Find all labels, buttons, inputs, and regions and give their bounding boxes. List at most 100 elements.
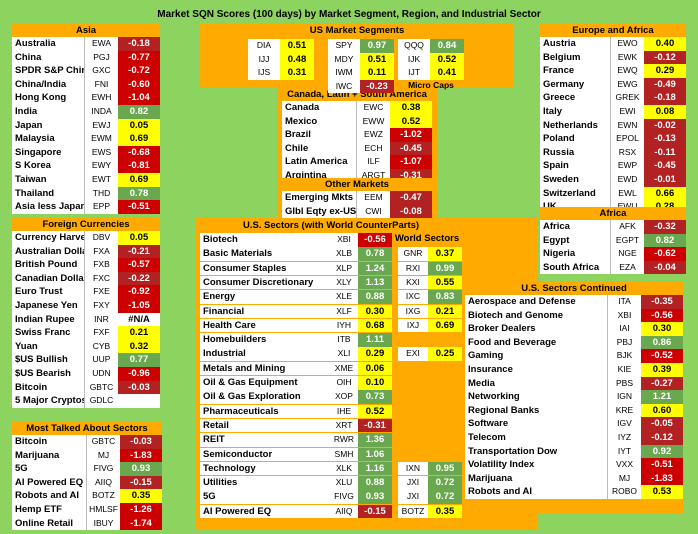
row-ticker: NGE <box>610 247 644 261</box>
row-name: Marijuana <box>15 449 60 461</box>
table-row: Hong Kong EWH -1.04 <box>12 91 160 105</box>
table-row: Japanese Yen FXY -1.05 <box>12 298 160 313</box>
page-title: Market SQN Scores (100 days) by Market S… <box>157 9 541 20</box>
row-name: Taiwan <box>15 173 47 185</box>
row-name: Marijuana <box>468 472 513 484</box>
row-value: -0.05 <box>641 417 683 431</box>
row-value: -0.62 <box>644 247 686 261</box>
row-value: -0.51 <box>641 458 683 472</box>
value-cell: 0.93 <box>358 490 392 504</box>
ticker-cell: IXN <box>398 461 428 476</box>
row-value: -1.83 <box>120 448 162 463</box>
row-ticker: ROBO <box>607 485 641 499</box>
ticker-cell: IXC <box>398 290 428 304</box>
section-header: Canada, Latin + South America <box>282 88 432 101</box>
ticker-cell: EXI <box>398 347 428 361</box>
row-name: Brazil <box>285 129 311 141</box>
row-value: -0.60 <box>118 77 160 92</box>
ticker-cell: GNR <box>398 247 428 261</box>
ticker-cell: XOP <box>330 390 358 404</box>
table-row: Africa AFK -0.32 <box>540 220 686 234</box>
value-cell: 0.78 <box>358 247 392 261</box>
ticker-cell: IWC <box>328 79 360 94</box>
ticker-cell: IJT <box>398 66 430 80</box>
row-ticker: IAI <box>607 322 641 336</box>
table-row: S Korea EWY -0.81 <box>12 159 160 173</box>
value-cell: 0.48 <box>280 52 314 67</box>
row-ticker: EPP <box>84 200 118 214</box>
table-row: Singapore EWS -0.68 <box>12 145 160 160</box>
row-ticker: EWQ <box>610 64 644 78</box>
row-value: 0.38 <box>390 101 432 115</box>
row-ticker: EWY <box>84 159 118 173</box>
row-value: -0.22 <box>118 271 160 286</box>
row-name: Glbl Eqty ex-US <box>285 205 356 217</box>
row-value: -1.05 <box>118 298 160 313</box>
section-u-s-sectors-continued: U.S. Sectors Continued Aerospace and Defe… <box>465 282 683 499</box>
row-value: -0.12 <box>641 430 683 445</box>
ticker-cell: IHE <box>330 404 358 419</box>
row-value: 0.69 <box>118 132 160 146</box>
row-ticker: EWL <box>610 186 644 201</box>
ticker-cell: XBI <box>330 233 358 247</box>
row-ticker: GBTC <box>84 380 118 395</box>
row-value: -0.56 <box>641 308 683 323</box>
row-ticker: IGN <box>607 390 641 404</box>
ticker-cell: MDY <box>328 52 360 67</box>
row-name: China <box>15 51 42 63</box>
ticker-cell: IXG <box>398 304 428 319</box>
row-name: Broker Dealers <box>468 323 536 335</box>
row-name: Consumer Staples <box>200 261 330 276</box>
value-cell: 1.13 <box>358 275 392 290</box>
value-cell: 0.37 <box>428 247 462 261</box>
table-row: France EWQ 0.29 <box>540 64 686 78</box>
row-name: Networking <box>468 391 520 403</box>
ticker-cell: XLY <box>330 275 358 290</box>
row-name: SPDR S&P China <box>15 65 84 77</box>
section-other-markets: Other Markets Emerging Mkts EEM -0.47 Glbl E… <box>282 178 432 219</box>
table-row: Glbl Eqty ex-US CWI -0.08 <box>282 204 432 219</box>
row-name: 5 Major Cryptos <box>15 395 84 407</box>
section-header: Foreign Currencies <box>12 218 160 231</box>
row-name: Swiss Franc <box>15 327 71 339</box>
section-europe-and-africa: Europe and Africa Austria EWO 0.40 Belgium EW… <box>540 24 686 214</box>
row-name: Argintina <box>285 169 327 181</box>
section-asia: Asia Australia EWA -0.18 China PGJ -0.77 SPDR S… <box>12 24 160 214</box>
row-ticker: FXF <box>84 326 118 340</box>
ticker-cell: KXI <box>398 275 428 290</box>
ticker-cell: FIVG <box>330 490 358 504</box>
row-name: India <box>15 105 38 117</box>
row-value: 0.60 <box>641 403 683 418</box>
row-ticker: IYT <box>607 444 641 459</box>
ticker-cell: AIIQ <box>330 504 358 519</box>
row-name: South Africa <box>543 261 600 273</box>
row-ticker: ECH <box>356 141 390 156</box>
row-value: 0.69 <box>118 172 160 187</box>
table-row: Insurance KIE 0.39 <box>465 362 683 377</box>
section-header: Africa <box>540 207 686 220</box>
row-value: 0.92 <box>641 444 683 459</box>
row-value: -0.51 <box>118 200 160 214</box>
table-row: China PGJ -0.77 <box>12 50 160 65</box>
row-ticker: HMLSF <box>86 502 120 517</box>
value-cell: 0.41 <box>430 66 464 80</box>
row-ticker: GDLC <box>84 394 118 408</box>
table-row: Australian Dollar FXA -0.21 <box>12 244 160 259</box>
table-row: British Pound FXB -0.57 <box>12 258 160 272</box>
row-value: -1.83 <box>641 471 683 486</box>
row-name: Bitcoin <box>15 381 48 393</box>
ticker-cell: IJK <box>398 52 430 67</box>
row-ticker: EWO <box>610 37 644 51</box>
row-ticker: EWI <box>610 104 644 119</box>
row-ticker: RSX <box>610 145 644 160</box>
row-name: Poland <box>543 133 575 145</box>
value-cell: 0.83 <box>428 290 462 304</box>
row-name: Japan <box>15 119 43 131</box>
table-row: Japan EWJ 0.05 <box>12 118 160 133</box>
row-value: -0.13 <box>644 132 686 146</box>
table-row: Telecom IYZ -0.12 <box>465 430 683 445</box>
row-name: Pharmaceuticals <box>200 404 330 419</box>
value-cell: 0.31 <box>280 66 314 80</box>
table-row: Marijuana MJ -1.83 <box>465 471 683 486</box>
